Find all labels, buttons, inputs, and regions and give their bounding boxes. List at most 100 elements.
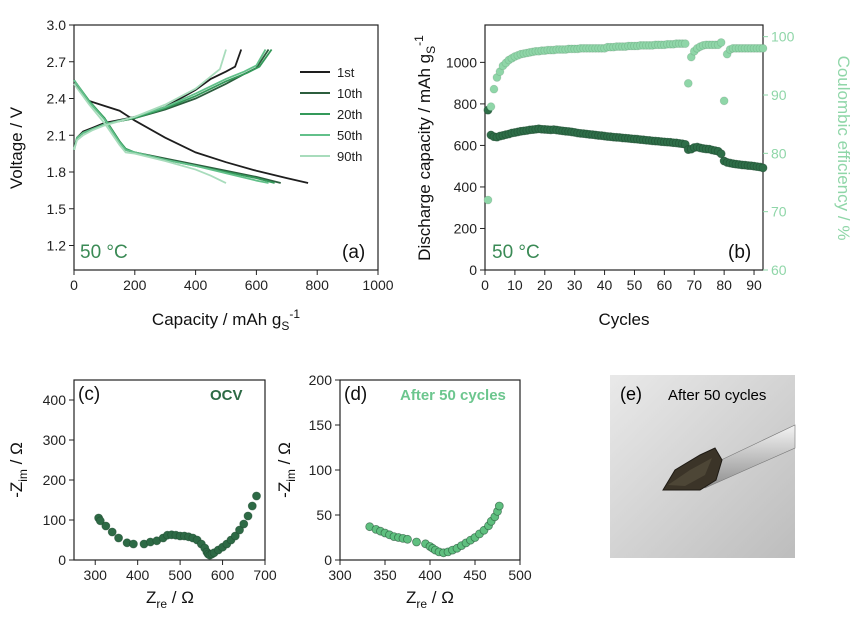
discharge-curve bbox=[73, 79, 281, 184]
photo-caption: After 50 cycles bbox=[668, 387, 766, 404]
y-tick-label: 100 bbox=[43, 512, 67, 528]
x-tick-label: 600 bbox=[245, 277, 269, 293]
x-tick-label: 700 bbox=[253, 567, 277, 583]
data-point bbox=[758, 43, 768, 53]
x-tick-label: 400 bbox=[126, 567, 150, 583]
y-tick-label: 0 bbox=[469, 262, 477, 278]
axis-label: Voltage / V bbox=[7, 106, 26, 189]
data-point bbox=[719, 96, 729, 106]
photo-panel: (e) After 50 cycles bbox=[610, 375, 796, 558]
panel-label: (c) bbox=[78, 384, 100, 405]
y-tick-label: 1.2 bbox=[47, 238, 67, 254]
x-tick-label: 400 bbox=[418, 567, 442, 583]
charge-curve bbox=[73, 49, 267, 151]
legend-label: 90th bbox=[337, 149, 362, 164]
y-tick-label: 50 bbox=[316, 507, 332, 523]
legend-label: 20th bbox=[337, 107, 362, 122]
x-tick-label: 450 bbox=[463, 567, 487, 583]
data-point bbox=[403, 534, 412, 544]
panel: 0 10 20 30 40 50 60 70 80 90 0 200 400 600 800 1000 60 70… bbox=[446, 24, 795, 293]
y-tick-label: 1.5 bbox=[47, 201, 67, 217]
axis-label-sub: re bbox=[416, 597, 427, 611]
axis-label-after: / Ω bbox=[7, 442, 26, 469]
panel: 0 200 400 600 800 1000 1.2 1.5 1.8 2.1 2.4 2.7 3.0 1s… bbox=[47, 17, 394, 293]
axis-label-sub: im bbox=[16, 469, 30, 482]
data-point bbox=[114, 533, 123, 543]
axis-label-sub: im bbox=[284, 469, 298, 482]
data-point bbox=[412, 537, 421, 547]
axis-label-text: Coulombic efficiency / % bbox=[834, 56, 850, 241]
axis-label-sub: re bbox=[156, 597, 167, 611]
y-tick-label: 400 bbox=[454, 179, 478, 195]
axis-label: Zre / Ω bbox=[406, 588, 454, 611]
charge-curve bbox=[73, 49, 227, 151]
axis-label-sub: S bbox=[281, 319, 289, 333]
axis-label-text: -Z bbox=[7, 482, 26, 498]
data-point bbox=[235, 525, 244, 535]
x-tick-label: 400 bbox=[184, 277, 208, 293]
x-tick-label: 600 bbox=[211, 567, 235, 583]
data-point bbox=[680, 39, 690, 49]
x-tick-label: 20 bbox=[537, 277, 553, 293]
x-tick-label: 70 bbox=[686, 277, 702, 293]
x-tick-label: 0 bbox=[481, 277, 489, 293]
panel: 300 350 400 450 500 0 50 100 150 200 (d) After 50 c… bbox=[309, 372, 532, 583]
axis-label-after: / Ω bbox=[275, 442, 294, 469]
axis-label-text: Discharge capacity / mAh g bbox=[415, 54, 434, 261]
panel-label: (d) bbox=[344, 384, 367, 405]
axis-label-text: Capacity / mAh g bbox=[152, 310, 281, 329]
axis-label-text: Z bbox=[146, 588, 156, 607]
data-point bbox=[247, 501, 257, 511]
data-point bbox=[716, 38, 726, 47]
y-tick-label: 0 bbox=[58, 552, 66, 568]
y-tick-label: 150 bbox=[309, 417, 333, 433]
x-tick-label: 50 bbox=[627, 277, 643, 293]
data-point bbox=[494, 501, 504, 511]
x-tick-label: 0 bbox=[70, 277, 78, 293]
y2-tick-label: 70 bbox=[771, 204, 787, 220]
data-point bbox=[101, 521, 111, 531]
y2-tick-label: 90 bbox=[771, 87, 787, 103]
discharge-curve bbox=[73, 83, 227, 184]
axis-label: Zre / Ω bbox=[146, 588, 194, 611]
axis-label-sup: -1 bbox=[289, 307, 300, 321]
data-point bbox=[489, 84, 499, 94]
y-tick-label: 2.1 bbox=[47, 127, 67, 143]
discharge-curve bbox=[73, 83, 309, 184]
axis-label: Cycles bbox=[598, 310, 649, 329]
axis-label-after: / Ω bbox=[167, 588, 194, 607]
legend-label: 1st bbox=[337, 65, 355, 80]
y2-tick-label: 80 bbox=[771, 145, 787, 161]
legend-label: 50th bbox=[337, 128, 362, 143]
y-tick-label: 2.4 bbox=[47, 91, 67, 107]
panel-label: (b) bbox=[728, 242, 751, 263]
x-tick-label: 60 bbox=[657, 277, 673, 293]
axis-label-sup: -1 bbox=[412, 35, 426, 46]
x-tick-label: 40 bbox=[597, 277, 613, 293]
data-point bbox=[95, 516, 105, 526]
y2-tick-label: 60 bbox=[771, 262, 787, 278]
x-tick-label: 500 bbox=[508, 567, 532, 583]
panel-note: OCV bbox=[210, 387, 243, 404]
data-point bbox=[483, 195, 493, 205]
panel-label: (e) bbox=[620, 384, 642, 404]
x-tick-label: 800 bbox=[306, 277, 330, 293]
data-point bbox=[107, 527, 117, 537]
axis-label-text: Cycles bbox=[598, 310, 649, 329]
x-tick-label: 90 bbox=[746, 277, 762, 293]
charge-curve bbox=[73, 49, 270, 151]
condition-label: 50 °C bbox=[80, 242, 128, 263]
x-tick-label: 30 bbox=[567, 277, 583, 293]
data-point bbox=[252, 491, 261, 501]
plot-frame bbox=[73, 24, 379, 271]
y-tick-label: 1.8 bbox=[47, 164, 67, 180]
y-tick-label: 1000 bbox=[446, 54, 477, 70]
plot-frame bbox=[73, 379, 266, 561]
data-point bbox=[243, 511, 253, 521]
x-tick-label: 500 bbox=[168, 567, 192, 583]
axis-label: Coulombic efficiency / % bbox=[834, 56, 850, 241]
data-point bbox=[230, 531, 240, 541]
data-point bbox=[129, 539, 138, 549]
x-tick-label: 200 bbox=[123, 277, 147, 293]
